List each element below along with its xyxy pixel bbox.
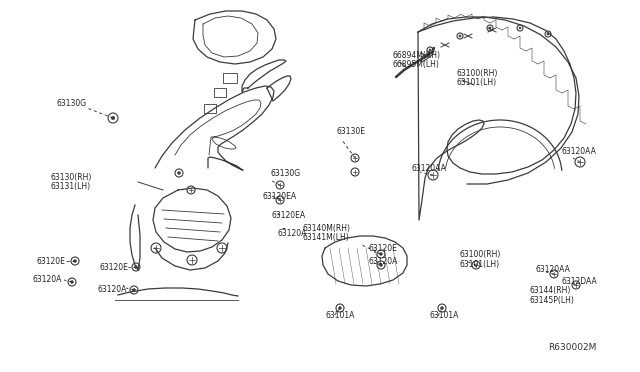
- Text: 63130G: 63130G: [271, 169, 301, 177]
- Text: 63101A: 63101A: [430, 311, 460, 321]
- Text: 63120AA: 63120AA: [562, 147, 597, 155]
- Circle shape: [178, 171, 180, 174]
- Text: 63101(LH): 63101(LH): [457, 77, 497, 87]
- Text: R630002M: R630002M: [548, 343, 597, 353]
- Text: 63120AA: 63120AA: [536, 264, 571, 273]
- Text: 66894M(RH): 66894M(RH): [393, 51, 441, 60]
- Circle shape: [429, 49, 431, 51]
- Text: 66895M(LH): 66895M(LH): [393, 60, 440, 68]
- Text: 63144(RH): 63144(RH): [530, 286, 572, 295]
- Circle shape: [380, 253, 382, 256]
- Circle shape: [440, 307, 444, 310]
- Circle shape: [547, 33, 549, 35]
- Circle shape: [134, 266, 138, 269]
- Text: 63120A: 63120A: [369, 257, 398, 266]
- Circle shape: [70, 280, 74, 283]
- Circle shape: [339, 307, 341, 310]
- Bar: [214, 87, 226, 96]
- Text: 63130E: 63130E: [337, 126, 366, 135]
- Circle shape: [111, 116, 115, 120]
- Text: 63100(RH): 63100(RH): [457, 68, 499, 77]
- Circle shape: [489, 27, 491, 29]
- Bar: [223, 73, 237, 83]
- Text: 63120EA: 63120EA: [272, 211, 306, 219]
- Text: 63101A: 63101A: [326, 311, 355, 321]
- Text: 63120EA: 63120EA: [263, 192, 297, 201]
- Text: 63101(LH): 63101(LH): [460, 260, 500, 269]
- Text: 63130(RH): 63130(RH): [50, 173, 92, 182]
- Text: 63140M(RH): 63140M(RH): [303, 224, 351, 232]
- Circle shape: [74, 260, 76, 262]
- Bar: [204, 103, 216, 112]
- Text: 63141M(LH): 63141M(LH): [303, 232, 349, 241]
- Text: 63120A: 63120A: [97, 285, 126, 295]
- Circle shape: [380, 264, 382, 266]
- Text: 63120E: 63120E: [369, 244, 398, 253]
- Circle shape: [132, 289, 136, 291]
- Text: 63145P(LH): 63145P(LH): [530, 295, 575, 305]
- Circle shape: [459, 35, 461, 37]
- Text: 6312DAA: 6312DAA: [562, 278, 598, 286]
- Text: 63120E: 63120E: [36, 257, 65, 266]
- Circle shape: [519, 27, 521, 29]
- Text: 63120E: 63120E: [99, 263, 128, 272]
- Text: 63120A: 63120A: [32, 276, 61, 285]
- Text: 63120A: 63120A: [278, 228, 307, 237]
- Text: 63100(RH): 63100(RH): [460, 250, 501, 260]
- Text: 63120AA: 63120AA: [412, 164, 447, 173]
- Text: 63130G: 63130G: [56, 99, 86, 108]
- Text: 63131(LH): 63131(LH): [50, 182, 90, 190]
